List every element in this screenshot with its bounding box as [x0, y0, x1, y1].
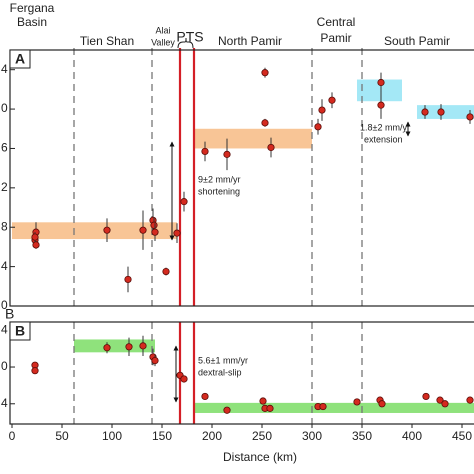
panel-label: A — [15, 51, 25, 67]
y-tick-label: 4 — [1, 322, 8, 336]
data-point — [267, 143, 275, 152]
data-point — [318, 106, 326, 114]
velocity-band — [194, 128, 312, 149]
data-point — [441, 400, 449, 408]
y-tick-label: 8 — [1, 219, 8, 233]
x-tick-label: 150 — [152, 429, 172, 443]
data-point — [437, 108, 445, 116]
velocity-band — [417, 105, 474, 119]
data-point — [436, 396, 444, 404]
region-label: Central — [317, 15, 356, 29]
data-point — [180, 198, 188, 206]
y-tick-label: 0 — [1, 101, 8, 115]
region-label: Tien Shan — [80, 34, 134, 48]
data-point — [377, 78, 385, 87]
panel-label-box — [9, 49, 31, 69]
data-point — [353, 398, 361, 406]
data-point — [319, 402, 327, 411]
velocity-band — [194, 402, 474, 413]
data-point — [259, 397, 267, 405]
data-point — [32, 241, 40, 249]
y-tick-label: 4 — [1, 62, 8, 76]
annotation: 9±2 mm/yr — [198, 174, 240, 184]
data-point — [328, 96, 336, 104]
data-point — [139, 226, 147, 234]
data-point — [466, 396, 474, 404]
data-point — [173, 229, 181, 237]
x-tick-label: 100 — [102, 429, 122, 443]
data-point — [162, 267, 170, 276]
x-tick-label: 250 — [252, 429, 272, 443]
data-point — [466, 113, 474, 121]
x-axis-label: Distance (km) — [223, 450, 297, 464]
data-point — [180, 375, 188, 383]
data-point — [103, 344, 111, 352]
data-point — [31, 367, 39, 375]
y-tick-label: 4 — [1, 396, 8, 410]
pts-brace — [177, 37, 194, 49]
data-point — [139, 342, 147, 350]
data-point — [31, 233, 39, 241]
region-label: Basin — [17, 15, 47, 29]
data-point — [151, 356, 159, 365]
annotation: dextral-slip — [198, 367, 242, 377]
region-label: Fergana — [10, 1, 55, 15]
data-point — [201, 147, 209, 156]
data-point — [150, 221, 158, 229]
x-tick-label: 350 — [352, 429, 372, 443]
data-point — [421, 108, 429, 116]
y-tick-label: 6 — [1, 141, 8, 155]
y-tick-label: 2 — [1, 180, 8, 194]
annotation: 5.6±1 mm/yr — [198, 355, 248, 365]
data-point — [422, 392, 430, 401]
x-tick-label: 400 — [402, 429, 422, 443]
region-label: Pamir — [320, 31, 351, 45]
data-point — [266, 404, 274, 412]
x-tick-label: 200 — [202, 429, 222, 443]
data-point — [261, 119, 269, 127]
data-point — [124, 275, 132, 284]
x-tick-label: 50 — [55, 429, 69, 443]
data-point — [151, 228, 159, 236]
region-label: Valley — [151, 37, 175, 47]
data-point — [125, 343, 133, 351]
data-point — [261, 69, 269, 77]
y-tick-label: 0 — [1, 359, 8, 373]
data-point — [314, 123, 322, 131]
region-label: PTS — [176, 29, 203, 45]
panel-label-box — [9, 321, 31, 341]
x-tick-label: 450 — [452, 429, 472, 443]
region-label: Alai — [155, 25, 170, 35]
velocity-band — [12, 222, 177, 240]
data-point — [103, 226, 111, 234]
data-point — [223, 150, 231, 158]
x-tick-label: 300 — [302, 429, 322, 443]
velocity-band — [74, 339, 155, 353]
annotation: 1.8±2 mm/yr — [360, 122, 410, 132]
x-tick-label: 0 — [9, 429, 16, 443]
y-tick-label: 0 — [1, 298, 8, 312]
data-point — [378, 400, 386, 408]
panel-frame — [9, 49, 474, 307]
panel-frame — [9, 321, 474, 425]
velocity-band — [357, 79, 402, 102]
region-label: North Pamir — [218, 34, 282, 48]
annotation: extension — [364, 134, 403, 144]
plot-layer: 4 0 6 2 8 4 0 A 9±2 mm/yr shortening 1.8±2 mm/yr ex… — [1, 48, 474, 464]
y-tick-label: 4 — [1, 259, 8, 273]
data-point — [377, 101, 385, 109]
annotation: shortening — [198, 186, 240, 196]
panel-label: B — [15, 323, 25, 339]
side-panel-label: B — [5, 306, 14, 322]
data-point — [201, 392, 209, 401]
data-point — [223, 406, 231, 414]
region-label: South Pamir — [384, 34, 450, 48]
